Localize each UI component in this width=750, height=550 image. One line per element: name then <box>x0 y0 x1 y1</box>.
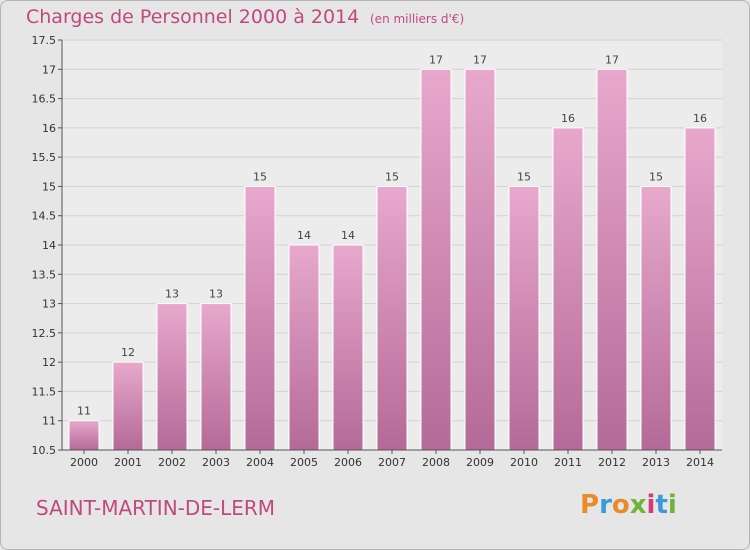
y-tick-label: 15 <box>42 180 56 193</box>
x-tick-label: 2009 <box>466 456 494 469</box>
y-tick-label: 14.5 <box>32 210 57 223</box>
bar-2007 <box>376 185 408 451</box>
data-label: 17 <box>429 53 443 66</box>
x-tick-label: 2006 <box>334 456 362 469</box>
y-axis: 10.5 11 11.5 12 12.5 13 13.5 14 14.5 15 15.5 16 16.5… <box>32 34 63 457</box>
bar-2013 <box>640 185 672 451</box>
y-tick-label: 16 <box>42 122 56 135</box>
y-tick-label: 13.5 <box>32 268 57 281</box>
x-tick-label: 2004 <box>246 456 274 469</box>
proxiti-logo: Proxiti <box>580 490 677 520</box>
data-label: 13 <box>209 288 223 301</box>
bar-2002 <box>156 303 188 451</box>
data-label: 16 <box>693 112 707 125</box>
data-label: 15 <box>517 170 531 183</box>
chart-title: Charges de Personnel 2000 à 2014 <box>26 6 360 28</box>
data-label: 14 <box>341 229 355 242</box>
logo-letter: o <box>611 490 630 520</box>
x-tick-label: 2000 <box>70 456 98 469</box>
bar-2014 <box>684 127 716 451</box>
bars: 11 12 13 13 15 14 14 15 17 17 15 16 17 15 16 <box>68 53 716 451</box>
y-tick-label: 12 <box>42 356 56 369</box>
logo-letter: P <box>580 490 600 520</box>
x-tick-label: 2010 <box>510 456 538 469</box>
data-label: 13 <box>165 288 179 301</box>
x-tick-label: 2012 <box>598 456 626 469</box>
x-tick-label: 2001 <box>114 456 142 469</box>
logo-letter: x <box>629 490 647 520</box>
y-tick-label: 15.5 <box>32 151 57 164</box>
logo-letter: i <box>646 490 656 520</box>
bar-2003 <box>200 303 232 451</box>
bar-2008 <box>420 68 452 451</box>
bar-2009 <box>464 68 496 451</box>
x-tick-label: 2002 <box>158 456 186 469</box>
bar-2004 <box>244 185 276 451</box>
logo-letter: r <box>599 490 612 520</box>
data-label: 15 <box>649 170 663 183</box>
data-label: 11 <box>77 405 91 418</box>
y-tick-label: 11.5 <box>32 385 57 398</box>
data-label: 15 <box>253 170 267 183</box>
y-tick-label: 10.5 <box>32 444 57 457</box>
x-tick-label: 2013 <box>642 456 670 469</box>
y-tick-label: 17 <box>42 63 56 76</box>
x-tick-label: 2011 <box>554 456 582 469</box>
logo-letter: i <box>667 490 677 520</box>
bar-2000 <box>68 420 100 451</box>
y-tick-label: 16.5 <box>32 93 57 106</box>
y-tick-label: 12.5 <box>32 327 57 340</box>
x-tick-label: 2007 <box>378 456 406 469</box>
bar-2010 <box>508 185 540 451</box>
place-name: SAINT-MARTIN-DE-LERM <box>36 496 276 520</box>
chart-subtitle: (en milliers d'€) <box>370 12 465 26</box>
data-label: 17 <box>605 53 619 66</box>
x-tick-label: 2008 <box>422 456 450 469</box>
y-tick-label: 14 <box>42 239 56 252</box>
data-label: 16 <box>561 112 575 125</box>
bar-2001 <box>112 361 144 451</box>
bar-2011 <box>552 127 584 451</box>
data-label: 12 <box>121 346 135 359</box>
y-tick-label: 11 <box>42 415 56 428</box>
x-tick-label: 2003 <box>202 456 230 469</box>
x-tick-label: 2005 <box>290 456 318 469</box>
bar-2005 <box>288 244 320 451</box>
bar-2006 <box>332 244 364 451</box>
y-tick-label: 13 <box>42 298 56 311</box>
x-tick-label: 2014 <box>686 456 714 469</box>
y-tick-label: 17.5 <box>32 34 57 47</box>
x-axis: 2000 2001 2002 2003 2004 2005 2006 2007 2008 2009… <box>62 449 722 469</box>
bar-2012 <box>596 68 628 451</box>
data-label: 17 <box>473 53 487 66</box>
data-label: 15 <box>385 170 399 183</box>
logo-letter: t <box>655 490 668 520</box>
data-label: 14 <box>297 229 311 242</box>
